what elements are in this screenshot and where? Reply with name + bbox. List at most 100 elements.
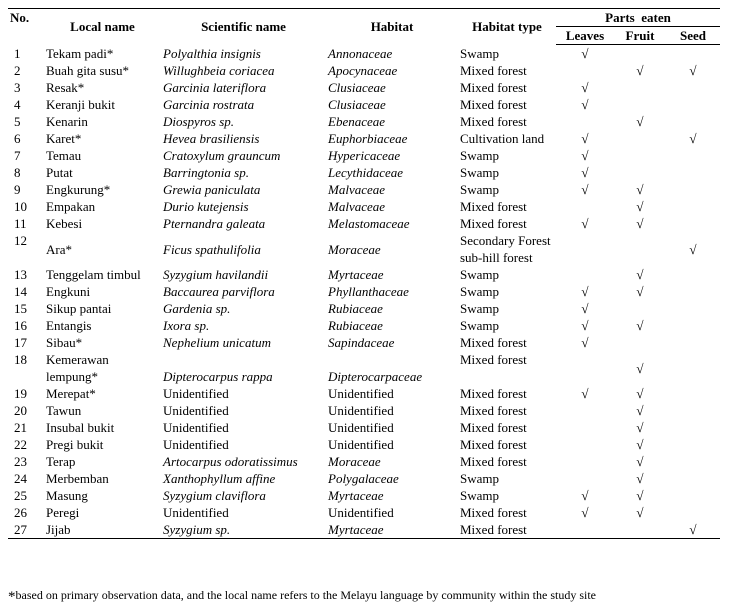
row-number: 26 <box>14 505 27 520</box>
local-name-cell: Keranji bukit <box>46 97 115 112</box>
table-row: 16 Entangis Ixora sp. Rubiaceae Swamp √ √ <box>8 317 720 334</box>
habitat-cell: Rubiaceae <box>328 318 383 333</box>
table-row: 2 Buah gita susu* Willughbeia coriacea Apoc… <box>8 62 720 79</box>
header-row-2: Leaves Fruit Seed <box>8 26 720 45</box>
local-name-cell: Entangis <box>46 318 92 333</box>
row-number: 19 <box>14 386 27 401</box>
habitat-cell: Malvaceae <box>328 182 386 197</box>
footnote-text: based on primary observation data, and t… <box>15 588 597 602</box>
habitat-type-cell: Mixed forest <box>460 199 527 214</box>
local-name-cell: Tekam padi* <box>46 45 114 61</box>
seed-check-cell <box>666 351 720 385</box>
fruit-check-cell: √ <box>614 487 666 504</box>
footnote-star: * <box>8 589 16 605</box>
row-number: 24 <box>14 471 27 486</box>
habitat-type-cell: Mixed forest <box>460 335 527 350</box>
habitat-type-cell: Swamp <box>460 267 499 282</box>
local-name-cell: Temau <box>46 148 82 163</box>
check-mark-icon: √ <box>581 216 589 231</box>
check-mark-icon: √ <box>581 165 589 180</box>
seed-check-cell: √ <box>666 62 720 79</box>
table-row: 1 Tekam padi* Polyalthia insignis Annonacea… <box>8 45 720 63</box>
leaves-check-cell <box>556 198 614 215</box>
check-mark-icon: √ <box>581 97 589 112</box>
seed-check-cell <box>666 453 720 470</box>
row-number: 22 <box>14 437 27 452</box>
scientific-name-cell: Ixora sp. <box>163 318 210 333</box>
fruit-check-cell <box>614 300 666 317</box>
row-number: 2 <box>14 63 21 78</box>
row-number: 8 <box>14 165 21 180</box>
row-number: 27 <box>8 521 44 539</box>
fruit-check-cell <box>614 130 666 147</box>
scientific-name-cell: Polyalthia insignis <box>163 45 261 61</box>
fruit-check-cell <box>614 96 666 113</box>
local-name-cell: Merepat* <box>46 386 96 401</box>
header-parts-eaten: Parts eaten <box>556 8 720 27</box>
check-mark-icon: √ <box>581 505 589 520</box>
table-body: 1 Tekam padi* Polyalthia insignis Annonacea… <box>8 45 720 539</box>
leaves-check-cell <box>556 62 614 79</box>
scientific-name-cell: Baccaurea parviflora <box>163 284 275 299</box>
habitat-type-cell: Swamp <box>460 471 499 486</box>
fruit-check-cell <box>614 334 666 351</box>
habitat-cell: Annonaceae <box>328 45 393 61</box>
check-mark-icon: √ <box>581 182 589 197</box>
habitat-cell: Unidentified <box>328 420 394 435</box>
scientific-name-cell: Syzygium claviflora <box>163 488 266 503</box>
check-mark-icon: √ <box>581 284 589 299</box>
seed-check-cell <box>666 385 720 402</box>
table-row: 11 Kebesi Pternandra galeata Melastomaceae M… <box>8 215 720 232</box>
check-mark-icon: √ <box>581 335 589 350</box>
habitat-cell: Ebenaceae <box>328 114 386 129</box>
leaves-check-cell: √ <box>556 487 614 504</box>
scientific-name-cell: Unidentified <box>163 437 229 452</box>
fruit-check-cell: √ <box>614 470 666 487</box>
seed-check-cell <box>666 470 720 487</box>
habitat-cell: Moraceae <box>328 454 381 469</box>
scientific-name-cell: Nephelium unicatum <box>163 335 271 350</box>
scientific-name-cell: Gardenia sp. <box>163 301 231 316</box>
local-name-cell: Kebesi <box>46 216 83 231</box>
row-number: 4 <box>14 97 21 112</box>
seed-check-cell <box>666 266 720 283</box>
habitat-cell: Unidentified <box>328 437 394 452</box>
seed-check-cell <box>666 402 720 419</box>
seed-check-cell <box>666 419 720 436</box>
leaves-check-cell <box>556 453 614 470</box>
table-row: 25 Masung Syzygium claviflora Myrtaceae Swam… <box>8 487 720 504</box>
fruit-check-cell: √ <box>614 62 666 79</box>
leaves-check-cell: √ <box>556 300 614 317</box>
header-row-1: No. Local name Scientific name Habitat H… <box>8 8 720 45</box>
habitat-type-cell: Mixed forest <box>460 454 527 469</box>
habitat-cell: Myrtaceae <box>326 521 458 539</box>
fruit-check-cell: √ <box>614 266 666 283</box>
check-mark-icon: √ <box>636 199 644 214</box>
table-header: No. Local name Scientific name Habitat H… <box>8 8 720 45</box>
row-number: 15 <box>14 301 27 316</box>
habitat-type-cell: Mixed forest <box>458 521 556 539</box>
habitat-cell: Melastomaceae <box>328 216 410 231</box>
check-mark-icon: √ <box>636 360 644 376</box>
habitat-type-cell: Mixed forest <box>460 386 527 401</box>
table-row: 18 Kemerawan lempung* Dipterocarpus rappa D… <box>8 351 720 385</box>
seed-check-cell <box>666 147 720 164</box>
seed-check-cell: √ <box>666 232 720 266</box>
table-row: 12 Ara* Ficus spathulifolia Moraceae Seconda… <box>8 232 720 266</box>
habitat-type-cell: Mixed forest <box>460 63 527 78</box>
local-name-cell: Tawun <box>46 403 82 418</box>
fruit-check-cell: √ <box>614 181 666 198</box>
habitat-type-cell: Mixed forest <box>460 505 527 520</box>
scientific-name-cell: Ficus spathulifolia <box>163 241 261 257</box>
table-row: 10 Empakan Durio kutejensis Malvaceae Mixed … <box>8 198 720 215</box>
table-row: 4 Keranji bukit Garcinia rostrata Clusiacea… <box>8 96 720 113</box>
table-row: 24 Merbemban Xanthophyllum affine Polygalac… <box>8 470 720 487</box>
check-mark-icon: √ <box>636 420 644 435</box>
fruit-check-cell: √ <box>614 402 666 419</box>
scientific-name-cell: Unidentified <box>163 403 229 418</box>
habitat-type-cell: Swamp <box>460 45 499 61</box>
leaves-check-cell: √ <box>556 181 614 198</box>
local-name-cell: Pregi bukit <box>46 437 104 452</box>
habitat-type-cell: Mixed forest <box>460 403 527 418</box>
check-mark-icon: √ <box>689 522 697 537</box>
